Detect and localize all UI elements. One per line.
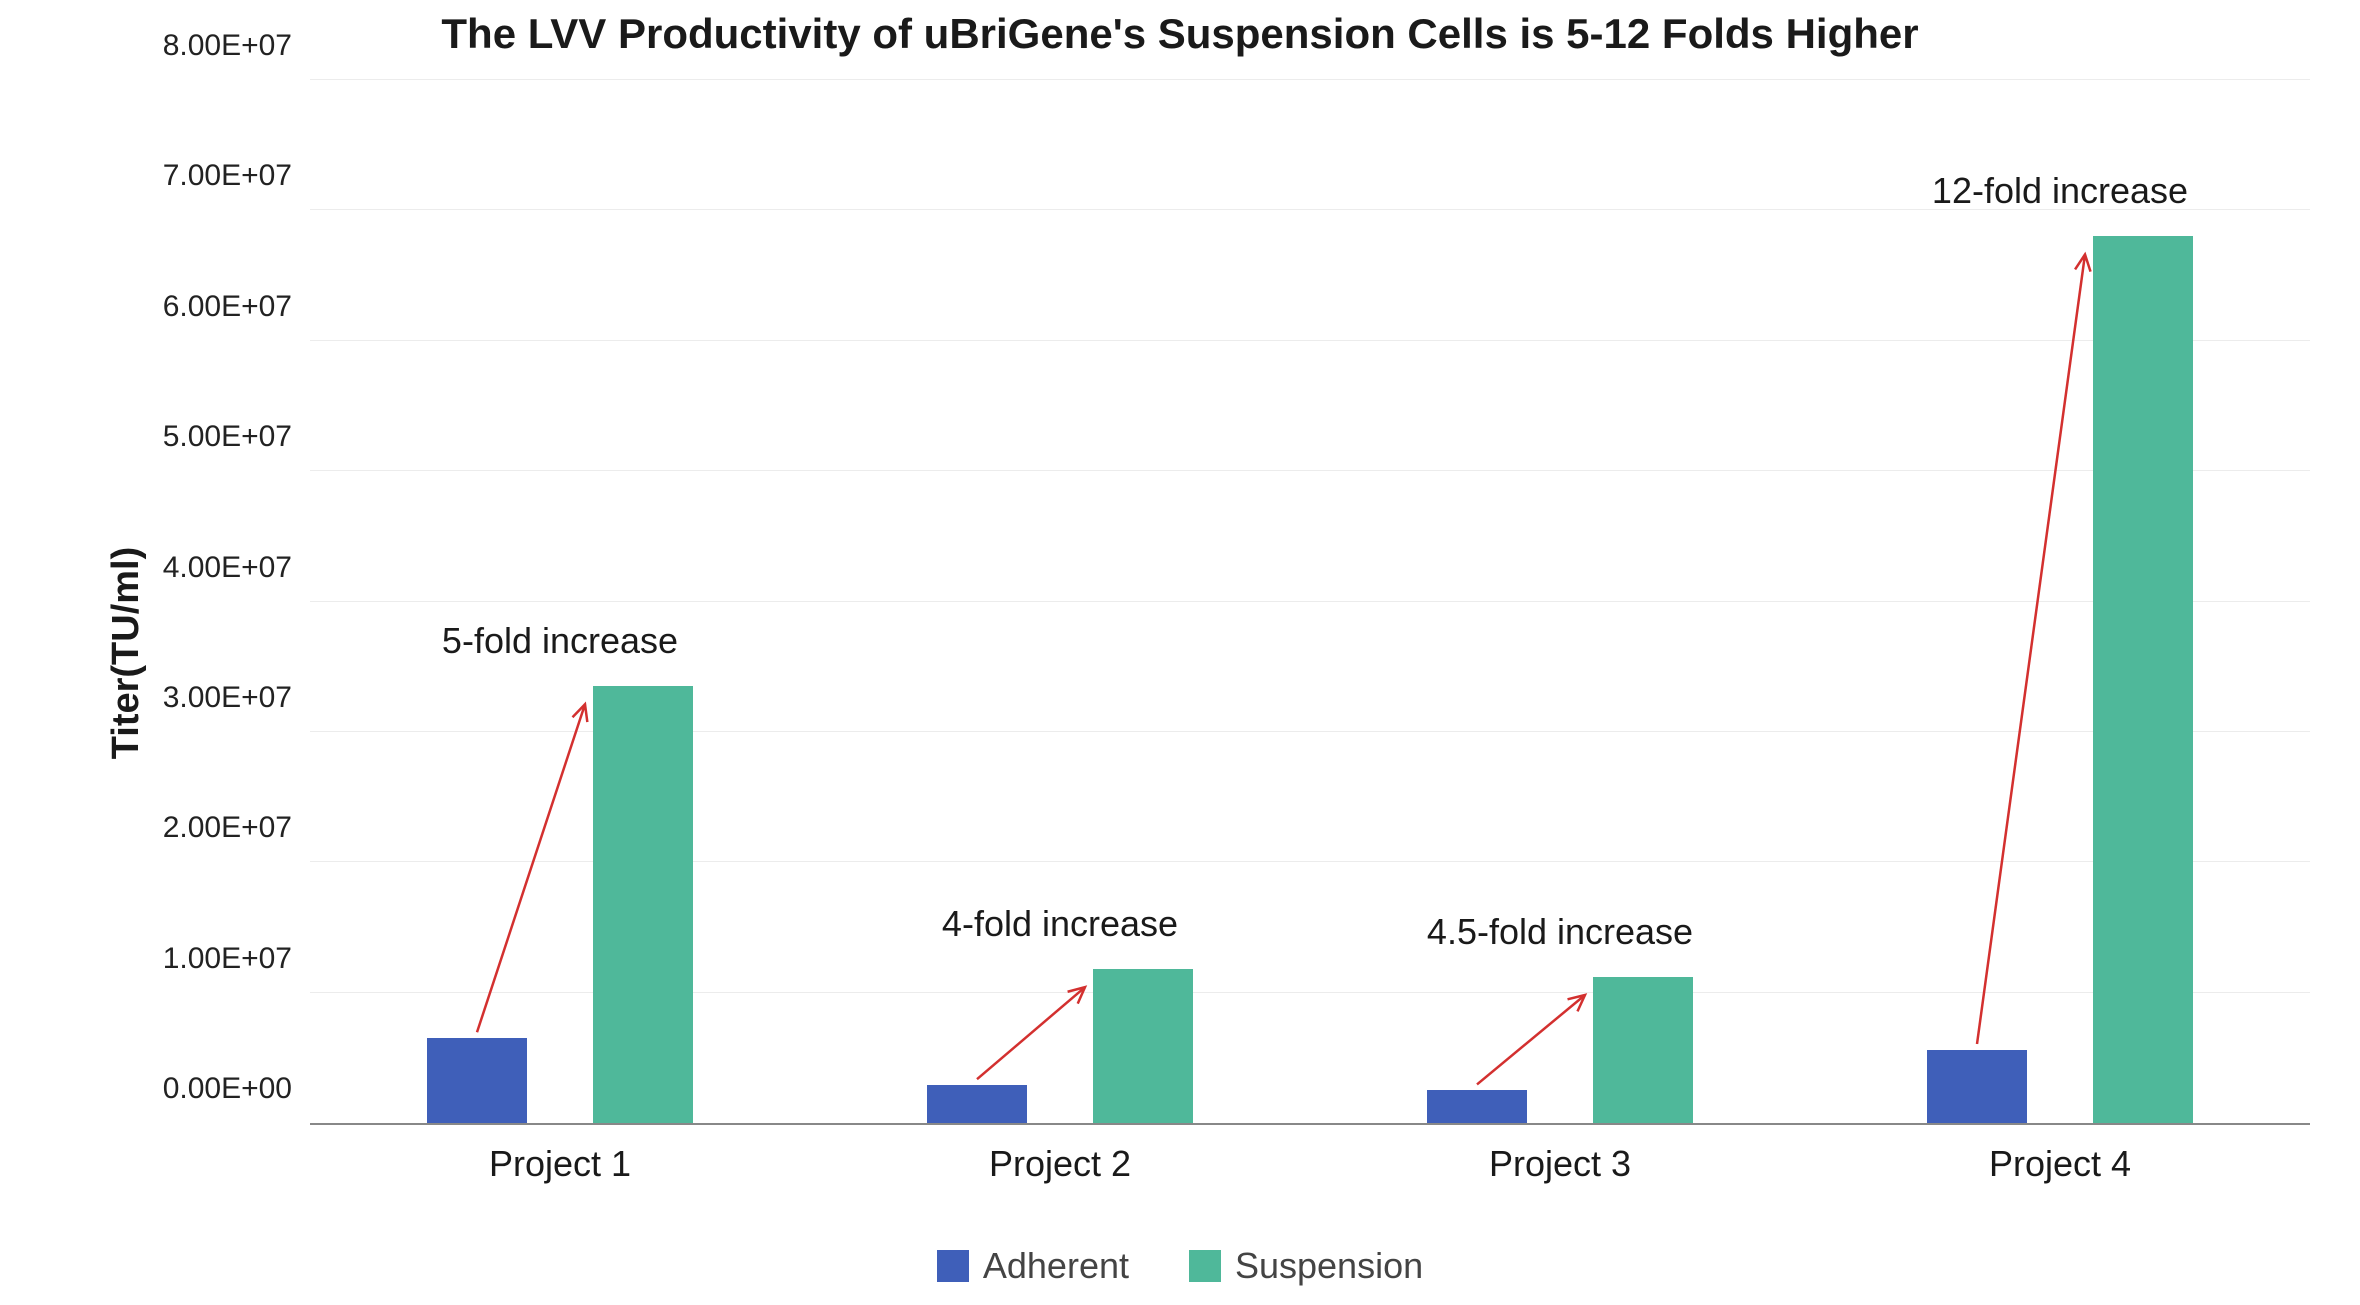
bar-group: Project 24-fold increase	[927, 80, 1193, 1123]
fold-increase-annotation: 12-fold increase	[1932, 170, 2188, 212]
legend-item: Adherent	[937, 1245, 1129, 1287]
legend-label: Adherent	[983, 1245, 1129, 1287]
legend-swatch-icon	[937, 1250, 969, 1282]
increase-arrow-icon	[1427, 80, 1693, 1123]
y-tick-label: 6.00E+07	[163, 290, 292, 324]
y-axis-label: Titer(TU/ml)	[105, 546, 148, 759]
fold-increase-annotation: 4-fold increase	[942, 903, 1178, 945]
bar-group: Project 15-fold increase	[427, 80, 693, 1123]
fold-increase-annotation: 5-fold increase	[442, 620, 678, 662]
chart-title: The LVV Productivity of uBriGene's Suspe…	[0, 10, 2360, 58]
y-tick-label: 0.00E+00	[163, 1072, 292, 1106]
plot-area: 0.00E+001.00E+072.00E+073.00E+074.00E+07…	[310, 80, 2310, 1125]
y-tick-label: 7.00E+07	[163, 159, 292, 193]
y-tick-label: 3.00E+07	[163, 681, 292, 715]
legend: Adherent Suspension	[0, 1245, 2360, 1287]
legend-swatch-icon	[1189, 1250, 1221, 1282]
x-tick-label: Project 1	[489, 1143, 631, 1185]
y-tick-label: 1.00E+07	[163, 942, 292, 976]
fold-increase-annotation: 4.5-fold increase	[1427, 911, 1693, 953]
y-tick-label: 5.00E+07	[163, 420, 292, 454]
y-tick-label: 2.00E+07	[163, 811, 292, 845]
chart-container: The LVV Productivity of uBriGene's Suspe…	[0, 0, 2360, 1305]
x-tick-label: Project 3	[1489, 1143, 1631, 1185]
bar-group: Project 34.5-fold increase	[1427, 80, 1693, 1123]
bar-adherent	[427, 1038, 527, 1123]
y-tick-label: 4.00E+07	[163, 551, 292, 585]
x-tick-label: Project 2	[989, 1143, 1131, 1185]
bar-suspension	[1093, 969, 1193, 1123]
legend-item: Suspension	[1189, 1245, 1423, 1287]
bar-suspension	[1593, 977, 1693, 1123]
x-tick-label: Project 4	[1989, 1143, 2131, 1185]
bar-adherent	[1927, 1050, 2027, 1123]
bar-adherent	[1427, 1090, 1527, 1123]
increase-arrow-icon	[927, 80, 1193, 1123]
bar-suspension	[593, 686, 693, 1123]
bar-group: Project 412-fold increase	[1927, 80, 2193, 1123]
y-tick-label: 8.00E+07	[163, 29, 292, 63]
bar-suspension	[2093, 236, 2193, 1123]
legend-label: Suspension	[1235, 1245, 1423, 1287]
bar-adherent	[927, 1085, 1027, 1123]
